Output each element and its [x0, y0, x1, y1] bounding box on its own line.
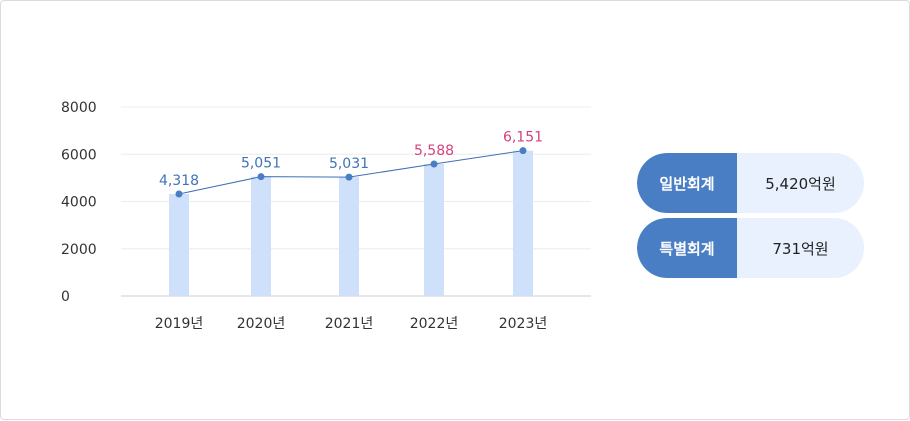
general-account-value: 5,420억원: [765, 174, 836, 193]
bar: [424, 163, 444, 296]
y-tick-label: 2000: [61, 242, 97, 258]
x-tick-label: 2021년: [325, 316, 374, 332]
data-point: [519, 147, 527, 155]
special-account-pill: 특별회계 731억원: [637, 218, 864, 278]
general-account-label: 일반회계: [637, 153, 737, 213]
bar: [251, 176, 271, 296]
bar: [339, 177, 359, 296]
x-tick-label: 2019년: [155, 316, 204, 332]
data-label: 5,051: [241, 156, 281, 172]
data-label: 4,318: [159, 173, 199, 189]
data-point: [175, 190, 183, 198]
data-point: [345, 173, 353, 181]
y-tick-label: 0: [61, 289, 70, 305]
x-tick-label: 2022년: [410, 316, 459, 332]
bar: [513, 150, 533, 296]
data-label: 5,588: [414, 143, 454, 159]
y-tick-label: 4000: [61, 195, 97, 211]
bar: [169, 193, 189, 296]
data-point: [257, 173, 265, 181]
x-tick-label: 2020년: [237, 316, 286, 332]
data-label: 6,151: [503, 130, 543, 146]
y-tick-label: 8000: [61, 100, 97, 116]
special-account-label: 특별회계: [637, 218, 737, 278]
y-tick-label: 6000: [61, 147, 97, 163]
general-account-pill: 일반회계 5,420억원: [637, 153, 864, 213]
data-label: 5,031: [329, 156, 369, 172]
special-account-value: 731억원: [772, 239, 829, 258]
data-point: [430, 160, 438, 168]
x-tick-label: 2023년: [499, 316, 548, 332]
